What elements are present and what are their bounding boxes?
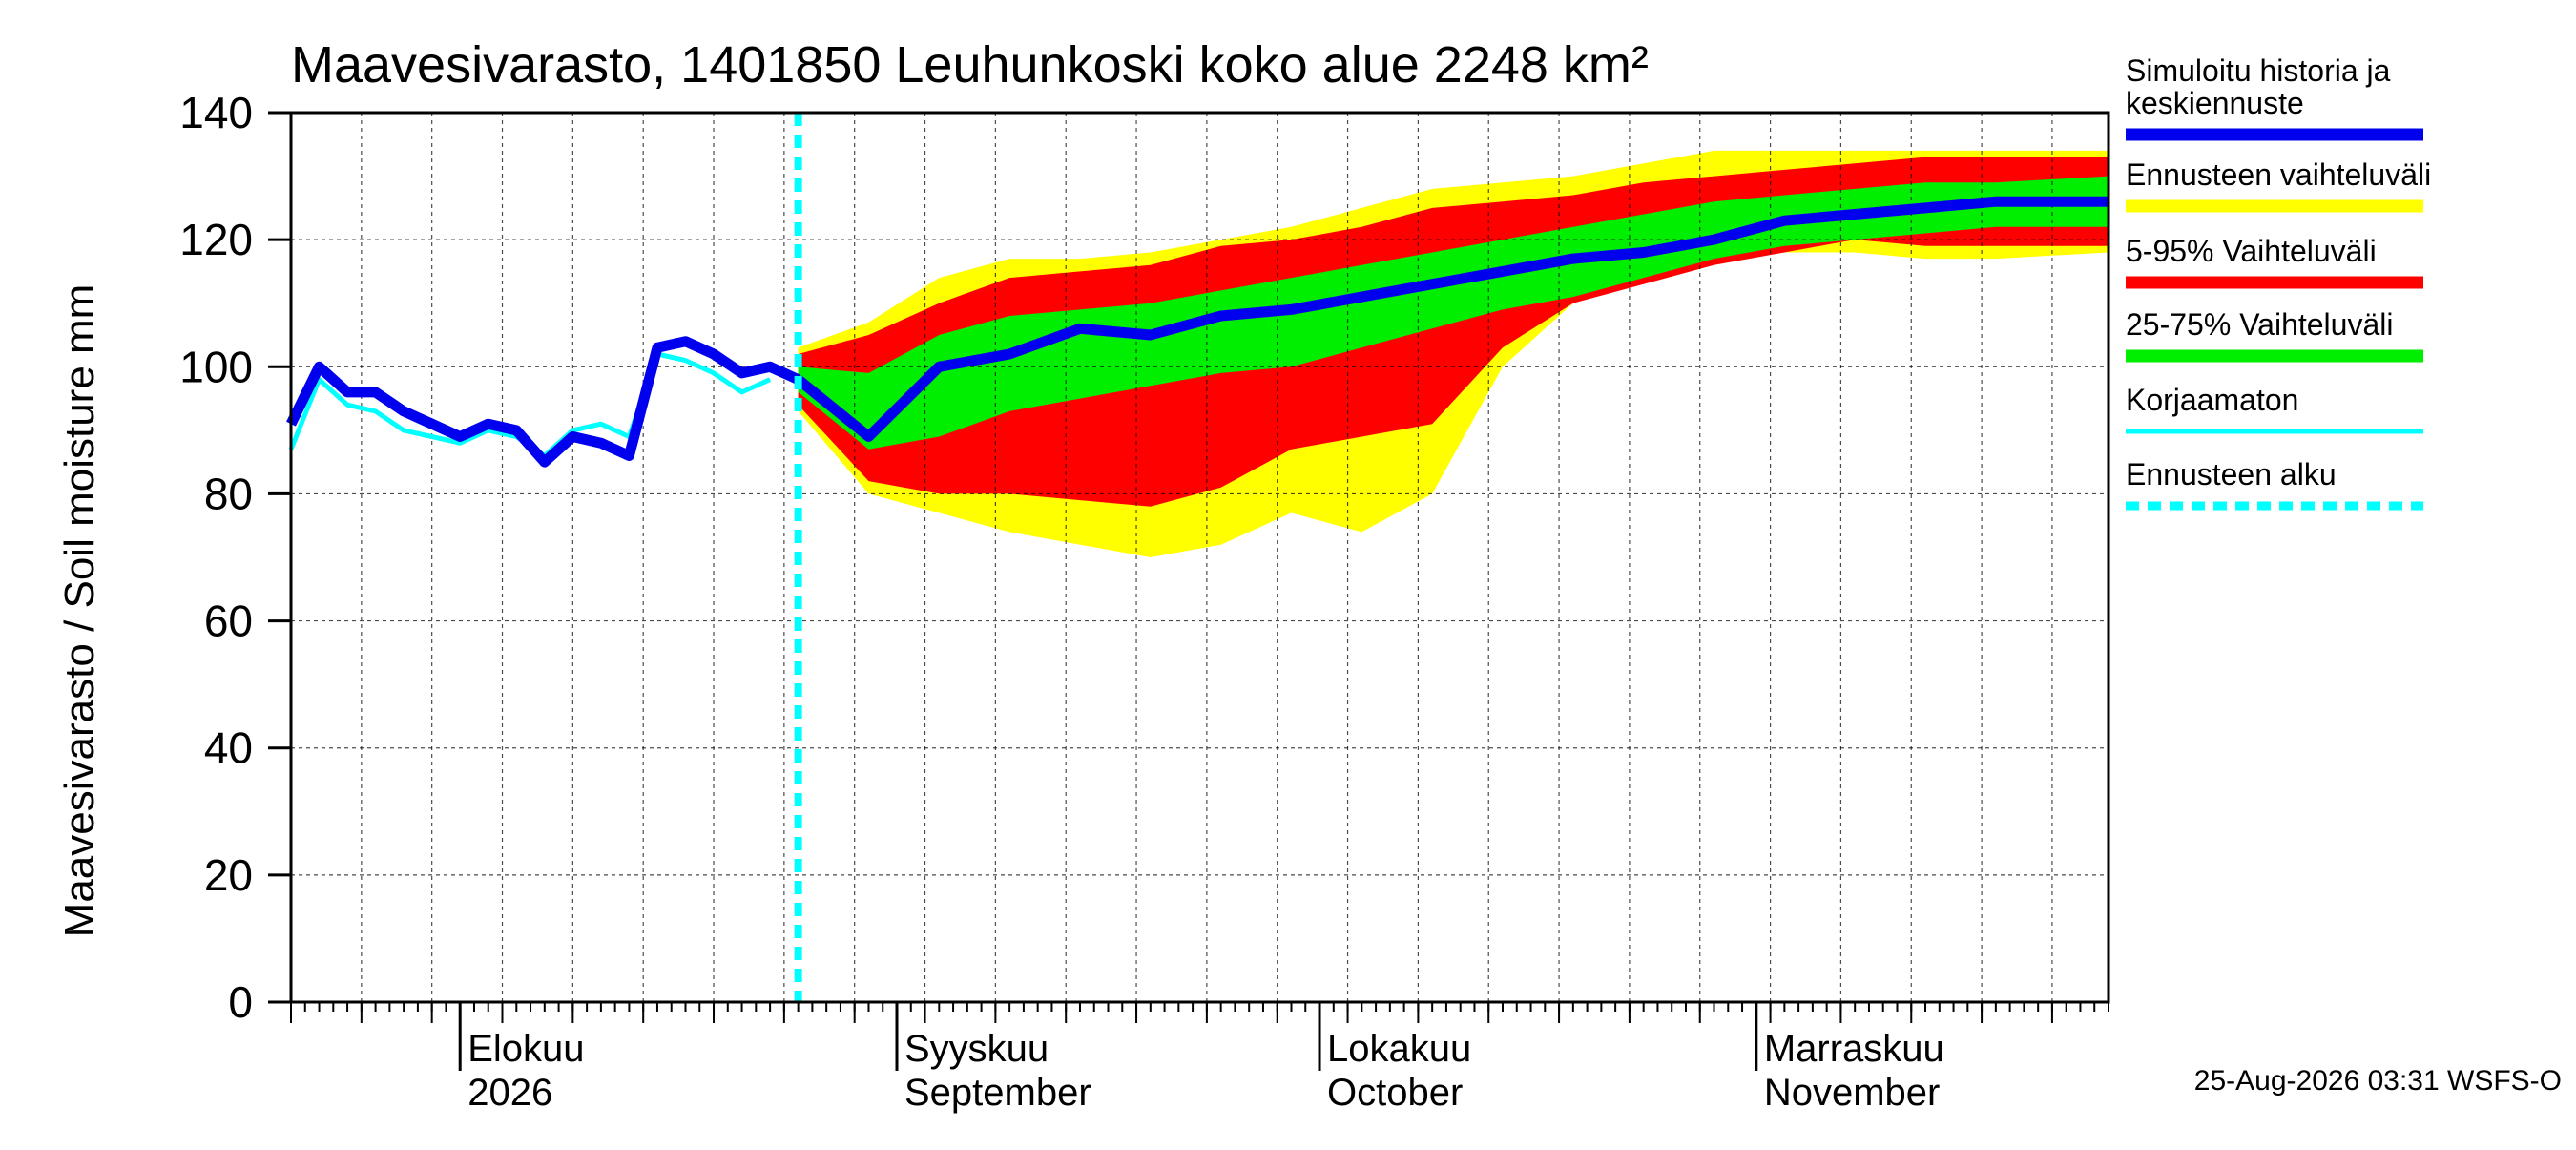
month-label-0: Elokuu: [467, 1028, 584, 1070]
month-sublabel-0: 2026: [467, 1072, 552, 1114]
series-history: [286, 336, 800, 468]
timestamp: 25-Aug-2026 03:31 WSFS-O: [2194, 1065, 2562, 1097]
y-tick-label-0: 0: [228, 977, 253, 1027]
legend-label-uncorrected: Korjaamaton: [2126, 383, 2298, 417]
month-sublabel-3: November: [1764, 1072, 1941, 1114]
month-sublabel-1: September: [904, 1072, 1091, 1114]
plot-frame: [289, 111, 2110, 1004]
legend-label-history: keskiennuste: [2126, 86, 2304, 120]
y-tick-label-60: 60: [204, 596, 253, 646]
y-tick-label-100: 100: [179, 342, 253, 391]
month-label-1: Syyskuu: [904, 1028, 1049, 1070]
forecast-bands: [798, 150, 2109, 557]
series-median-forecast: [795, 196, 2109, 442]
y-axis-label: Maavesivarasto / Soil moisture mm: [56, 284, 103, 938]
legend-label-range: Ennusteen vaihteluväli: [2126, 157, 2431, 192]
y-tick-label-20: 20: [204, 850, 253, 900]
y-tick-label-40: 40: [204, 723, 253, 773]
y-tick-label-120: 120: [179, 215, 253, 264]
y-tick-label-80: 80: [204, 469, 253, 518]
month-label-2: Lokakuu: [1327, 1028, 1471, 1070]
legend-label-forecast_start: Ennusteen alku: [2126, 457, 2337, 491]
legend-label-p5_95: 5-95% Vaihteluväli: [2126, 234, 2377, 268]
axes: [268, 111, 2110, 1071]
band-25-75: [798, 176, 2109, 450]
legend-label-p25_75: 25-75% Vaihteluväli: [2126, 307, 2393, 342]
legend-label-history: Simuloitu historia ja: [2126, 53, 2391, 88]
chart-title: Maavesivarasto, 1401850 Leuhunkoski koko…: [291, 36, 1649, 94]
month-label-3: Marraskuu: [1764, 1028, 1944, 1070]
y-tick-label-140: 140: [179, 88, 253, 137]
month-sublabel-2: October: [1327, 1072, 1463, 1114]
series-lines: [286, 113, 2109, 1002]
